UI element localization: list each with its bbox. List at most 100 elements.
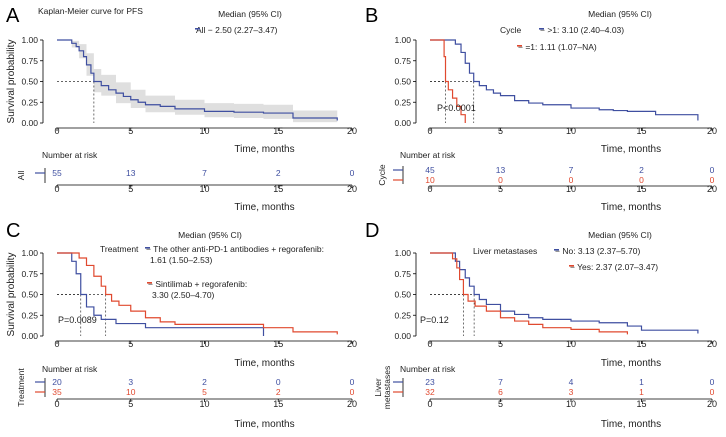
x-tick-label: 5 (128, 126, 133, 136)
risk-axis-label: Livermetastases (373, 366, 392, 409)
y-tick-label: 0.25 (21, 97, 38, 107)
survival-curve-0 (430, 39, 699, 121)
risk-x-axis-label: Time, months (234, 202, 294, 213)
risk-x-tick-label: 20 (347, 399, 357, 409)
y-tick-label: 0.75 (21, 56, 38, 66)
y-tick-label: 1.00 (21, 248, 38, 258)
x-tick-label: 0 (54, 126, 59, 136)
x-tick-label: 15 (636, 126, 646, 136)
survival-curve-0 (430, 252, 699, 334)
x-tick-label: 5 (128, 339, 133, 349)
x-tick-label: 20 (347, 126, 357, 136)
legend-entry-ci: 1.61 (1.50–2.53) (150, 255, 213, 265)
y-tick-label: 0.25 (21, 310, 38, 320)
risk-count: 3 (569, 387, 574, 397)
risk-count: 0 (498, 175, 503, 185)
x-tick-label: 5 (498, 339, 503, 349)
risk-x-tick-label: 15 (273, 399, 283, 409)
risk-x-tick-label: 10 (566, 184, 576, 194)
risk-x-tick-label: 0 (427, 399, 432, 409)
risk-table-title: Number at risk (42, 150, 98, 160)
risk-x-tick-label: 15 (636, 399, 646, 409)
x-tick-label: 0 (54, 339, 59, 349)
y-tick-label: 0.00 (394, 331, 411, 341)
legend-entry: − Sintilimab + regorafenib: (148, 279, 247, 289)
legend-entry: − No: 3.13 (2.37–5.70) (555, 246, 640, 256)
risk-x-axis-label: Time, months (601, 419, 661, 430)
legend-swatch (145, 247, 150, 249)
y-tick-label: 0.75 (394, 269, 411, 279)
y-tick-label: 0.75 (394, 56, 411, 66)
y-tick-label: 0.50 (21, 290, 38, 300)
y-tick-label: 1.00 (21, 35, 38, 45)
y-tick-label: 0.25 (394, 97, 411, 107)
legend-group-label: Treatment (100, 244, 139, 254)
risk-count: 0 (639, 175, 644, 185)
legend-group-label: Liver metastases (473, 246, 537, 256)
risk-count: 2 (639, 165, 644, 175)
risk-count: 55 (52, 168, 62, 178)
y-tick-label: 0.25 (394, 310, 411, 320)
risk-x-tick-label: 0 (54, 184, 59, 194)
x-tick-label: 0 (427, 339, 432, 349)
risk-count: 20 (52, 377, 62, 387)
risk-table-title: Number at risk (42, 364, 98, 374)
risk-axis-label: All (16, 171, 26, 181)
p-value: P=0.0089 (58, 315, 97, 325)
risk-table-title: Number at risk (400, 364, 456, 374)
x-axis-label: Time, months (234, 144, 294, 155)
risk-x-tick-label: 5 (498, 399, 503, 409)
panel-letter: B (365, 5, 378, 27)
y-tick-label: 0.00 (21, 331, 38, 341)
risk-count: 45 (425, 165, 435, 175)
risk-x-tick-label: 15 (636, 184, 646, 194)
x-tick-label: 15 (636, 339, 646, 349)
risk-count: 4 (569, 377, 574, 387)
risk-x-tick-label: 5 (128, 184, 133, 194)
x-axis-label: Time, months (601, 358, 661, 369)
risk-count: 5 (202, 387, 207, 397)
km-panel-c: C 0.00 0.25 0.50 0.75 1.00 Survival probabilit… (6, 220, 357, 430)
legend-title: Median (95% CI) (588, 230, 652, 240)
risk-axis-label-line: Liver (373, 378, 383, 397)
risk-count: 0 (710, 387, 715, 397)
risk-count: 0 (710, 175, 715, 185)
x-tick-label: 10 (199, 339, 209, 349)
risk-x-tick-label: 10 (199, 399, 209, 409)
risk-count: 7 (569, 165, 574, 175)
legend-swatch (195, 28, 200, 30)
survival-curve-1 (430, 39, 466, 123)
risk-count: 10 (425, 175, 435, 185)
risk-x-tick-label: 20 (707, 184, 717, 194)
x-tick-label: 15 (273, 339, 283, 349)
legend-entry: All − 2.50 (2.27–3.47) (196, 25, 278, 35)
risk-count: 2 (202, 377, 207, 387)
survival-curve-1 (57, 252, 338, 335)
y-tick-label: 0.50 (394, 290, 411, 300)
risk-count: 0 (350, 387, 355, 397)
x-tick-label: 5 (498, 126, 503, 136)
y-tick-label: 0.50 (394, 77, 411, 87)
risk-count: 10 (126, 387, 136, 397)
y-axis-label: Survival probability (6, 40, 17, 124)
legend-entry: − Yes: 2.37 (2.07–3.47) (570, 262, 658, 272)
x-tick-label: 0 (427, 126, 432, 136)
y-tick-label: 0.00 (21, 118, 38, 128)
y-tick-label: 1.00 (394, 248, 411, 258)
risk-axis-label: Treatment (16, 368, 26, 407)
legend-swatch (147, 282, 152, 284)
x-tick-label: 10 (199, 126, 209, 136)
risk-count: 7 (498, 377, 503, 387)
risk-count: 35 (52, 387, 62, 397)
risk-x-axis-label: Time, months (234, 419, 294, 430)
risk-axis-label: Cycle (377, 164, 387, 186)
risk-axis-label-line: metastases (382, 366, 392, 409)
legend-entry: − >1: 3.10 (2.40–4.03) (540, 25, 624, 35)
panel-letter: C (6, 220, 20, 242)
risk-x-tick-label: 15 (273, 184, 283, 194)
survival-curve-0 (57, 252, 265, 336)
panel-letter: D (365, 220, 379, 242)
